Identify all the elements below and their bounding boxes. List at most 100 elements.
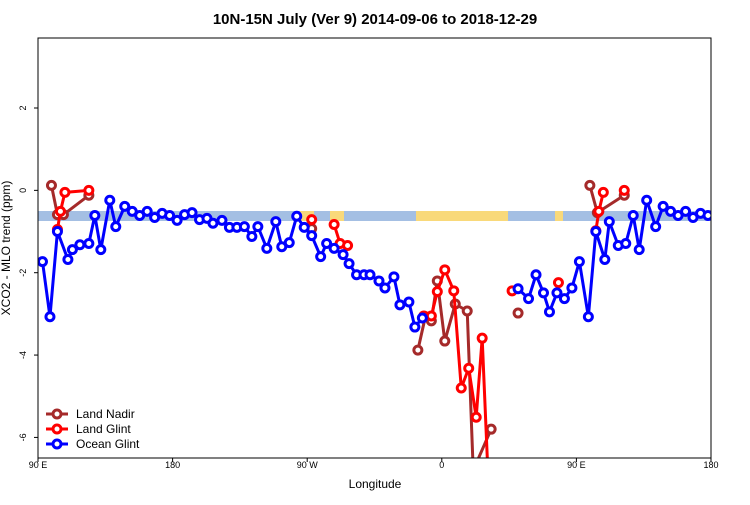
x-tick-label: 90 E bbox=[29, 460, 48, 470]
data-point bbox=[306, 214, 318, 226]
land-strip bbox=[330, 211, 344, 221]
plot-frame bbox=[37, 37, 712, 459]
land-strip bbox=[416, 211, 508, 221]
data-point bbox=[104, 194, 116, 206]
data-point bbox=[83, 184, 95, 196]
data-point bbox=[439, 335, 451, 347]
plot-area bbox=[38, 179, 711, 478]
data-point bbox=[425, 310, 437, 322]
data-point bbox=[603, 216, 615, 228]
ocean-strip bbox=[38, 211, 711, 221]
data-point bbox=[328, 219, 340, 231]
data-point bbox=[618, 184, 630, 196]
data-point bbox=[291, 210, 303, 222]
data-point bbox=[110, 221, 122, 233]
data-point bbox=[530, 269, 542, 281]
data-point bbox=[306, 230, 318, 242]
y-tick-label: 2 bbox=[18, 105, 28, 110]
data-point bbox=[593, 205, 605, 217]
data-point bbox=[566, 282, 578, 294]
data-point bbox=[89, 209, 101, 221]
data-point bbox=[337, 249, 349, 261]
data-point bbox=[328, 242, 340, 254]
data-point bbox=[412, 344, 424, 356]
data-point bbox=[641, 194, 653, 206]
data-point bbox=[51, 226, 63, 238]
data-point bbox=[409, 321, 421, 333]
data-point bbox=[590, 226, 602, 238]
data-point bbox=[476, 332, 488, 344]
data-point bbox=[470, 411, 482, 423]
data-point bbox=[461, 305, 473, 317]
data-point bbox=[74, 239, 86, 251]
y-axis-label: XCO2 - MLO trend (ppm) bbox=[0, 181, 13, 316]
data-point bbox=[252, 221, 264, 233]
data-point bbox=[657, 200, 669, 212]
data-point bbox=[298, 221, 310, 233]
data-point bbox=[627, 209, 639, 221]
legend-marker bbox=[51, 438, 63, 450]
x-tick-label: 0 bbox=[439, 460, 444, 470]
data-point bbox=[216, 214, 228, 226]
data-point bbox=[62, 254, 74, 266]
y-tick-label: 0 bbox=[18, 188, 28, 193]
data-point bbox=[597, 186, 609, 198]
data-point bbox=[283, 237, 295, 249]
land-ocean-strip bbox=[38, 211, 711, 221]
data-point bbox=[141, 205, 153, 217]
legend-label: Ocean Glint bbox=[76, 437, 140, 451]
x-tick-label: 180 bbox=[703, 460, 718, 470]
data-point bbox=[343, 258, 355, 270]
data-point bbox=[186, 207, 198, 219]
data-point bbox=[680, 205, 692, 217]
legend-marker bbox=[51, 423, 63, 435]
data-point bbox=[543, 306, 555, 318]
data-point bbox=[44, 311, 56, 323]
data-point bbox=[584, 179, 596, 191]
data-point bbox=[431, 286, 443, 298]
series-line bbox=[57, 190, 624, 478]
data-point bbox=[95, 244, 107, 256]
data-point bbox=[455, 382, 467, 394]
data-point bbox=[66, 244, 78, 256]
data-point bbox=[164, 209, 176, 221]
data-point bbox=[171, 214, 183, 226]
data-point bbox=[270, 216, 282, 228]
data-point bbox=[321, 237, 333, 249]
x-axis-label: Longitude bbox=[349, 477, 402, 491]
data-point bbox=[394, 299, 406, 311]
land-strip bbox=[300, 211, 314, 221]
y-tick-label: -6 bbox=[18, 433, 28, 441]
data-point bbox=[599, 254, 611, 266]
data-point bbox=[463, 362, 475, 374]
data-point bbox=[512, 283, 524, 295]
data-point bbox=[83, 237, 95, 249]
data-point bbox=[388, 271, 400, 283]
land-strip bbox=[555, 211, 563, 221]
data-point bbox=[650, 221, 662, 233]
legend-label: Land Nadir bbox=[76, 407, 135, 421]
legend-marker bbox=[51, 408, 63, 420]
data-point bbox=[523, 293, 535, 305]
data-point bbox=[512, 307, 524, 319]
data-point bbox=[620, 237, 632, 249]
data-point bbox=[439, 264, 451, 276]
data-point bbox=[45, 179, 57, 191]
data-point bbox=[59, 186, 71, 198]
data-point bbox=[573, 256, 585, 268]
chart-title: 10N-15N July (Ver 9) 2014-09-06 to 2018-… bbox=[213, 11, 537, 28]
data-point bbox=[119, 200, 131, 212]
data-point bbox=[54, 205, 66, 217]
data-point bbox=[38, 256, 48, 268]
data-point bbox=[261, 242, 273, 254]
y-tick-label: -4 bbox=[18, 351, 28, 359]
data-point bbox=[342, 240, 354, 252]
data-point bbox=[552, 277, 564, 289]
x-tick-label: 90 E bbox=[567, 460, 586, 470]
axes: 90 E 180 90 W 0 90 E 180 -6 -4 -2 0 2 bbox=[18, 105, 719, 470]
data-point bbox=[485, 423, 497, 435]
y-tick-label: -2 bbox=[18, 269, 28, 277]
data-point bbox=[373, 275, 385, 287]
